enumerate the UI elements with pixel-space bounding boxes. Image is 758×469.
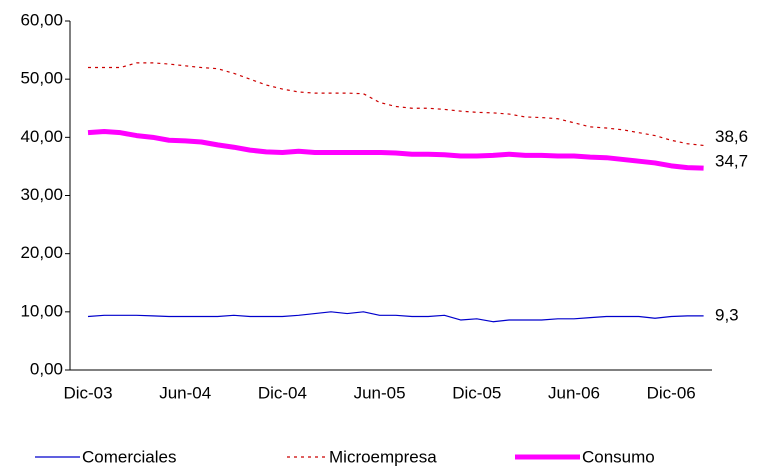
y-tick-label: 30,00 [20, 185, 63, 204]
x-tick-label: Dic-04 [258, 383, 307, 402]
x-tick-label: Dic-03 [63, 383, 112, 402]
end-label: 38,6 [715, 127, 748, 146]
x-tick-label: Jun-05 [354, 383, 406, 402]
series-line [88, 62, 704, 147]
end-label: 34,7 [715, 152, 748, 171]
x-tick-label: Jun-04 [159, 383, 211, 402]
x-tick-label: Dic-06 [647, 383, 696, 402]
x-tick-label: Dic-05 [452, 383, 501, 402]
series-line [87, 129, 704, 171]
y-tick-label: 40,00 [20, 127, 63, 146]
y-tick-label: 60,00 [20, 10, 63, 29]
legend-label: Comerciales [82, 447, 176, 466]
y-tick-label: 50,00 [20, 69, 63, 88]
y-tick-label: 20,00 [20, 243, 63, 262]
y-tick-label: 0,00 [30, 359, 63, 378]
legend-label: Consumo [582, 447, 655, 466]
y-tick-label: 10,00 [20, 301, 63, 320]
x-tick-label: Jun-06 [548, 383, 600, 402]
series-line [87, 311, 704, 323]
end-label: 9,3 [715, 305, 739, 324]
legend-label: Microempresa [329, 447, 437, 466]
